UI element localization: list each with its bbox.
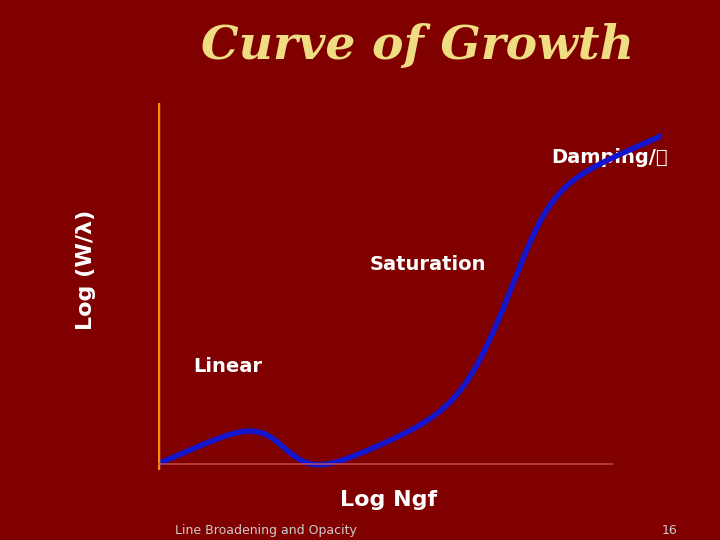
Text: Log Ngf: Log Ngf xyxy=(341,489,437,510)
Text: Log (W/λ): Log (W/λ) xyxy=(76,210,96,330)
Text: 16: 16 xyxy=(662,524,678,537)
Text: Line Broadening and Opacity: Line Broadening and Opacity xyxy=(176,524,357,537)
Text: Saturation: Saturation xyxy=(370,255,487,274)
Text: Linear: Linear xyxy=(194,357,263,376)
Text: Curve of Growth: Curve of Growth xyxy=(201,23,634,69)
Text: Damping/⧄: Damping/⧄ xyxy=(552,148,668,167)
